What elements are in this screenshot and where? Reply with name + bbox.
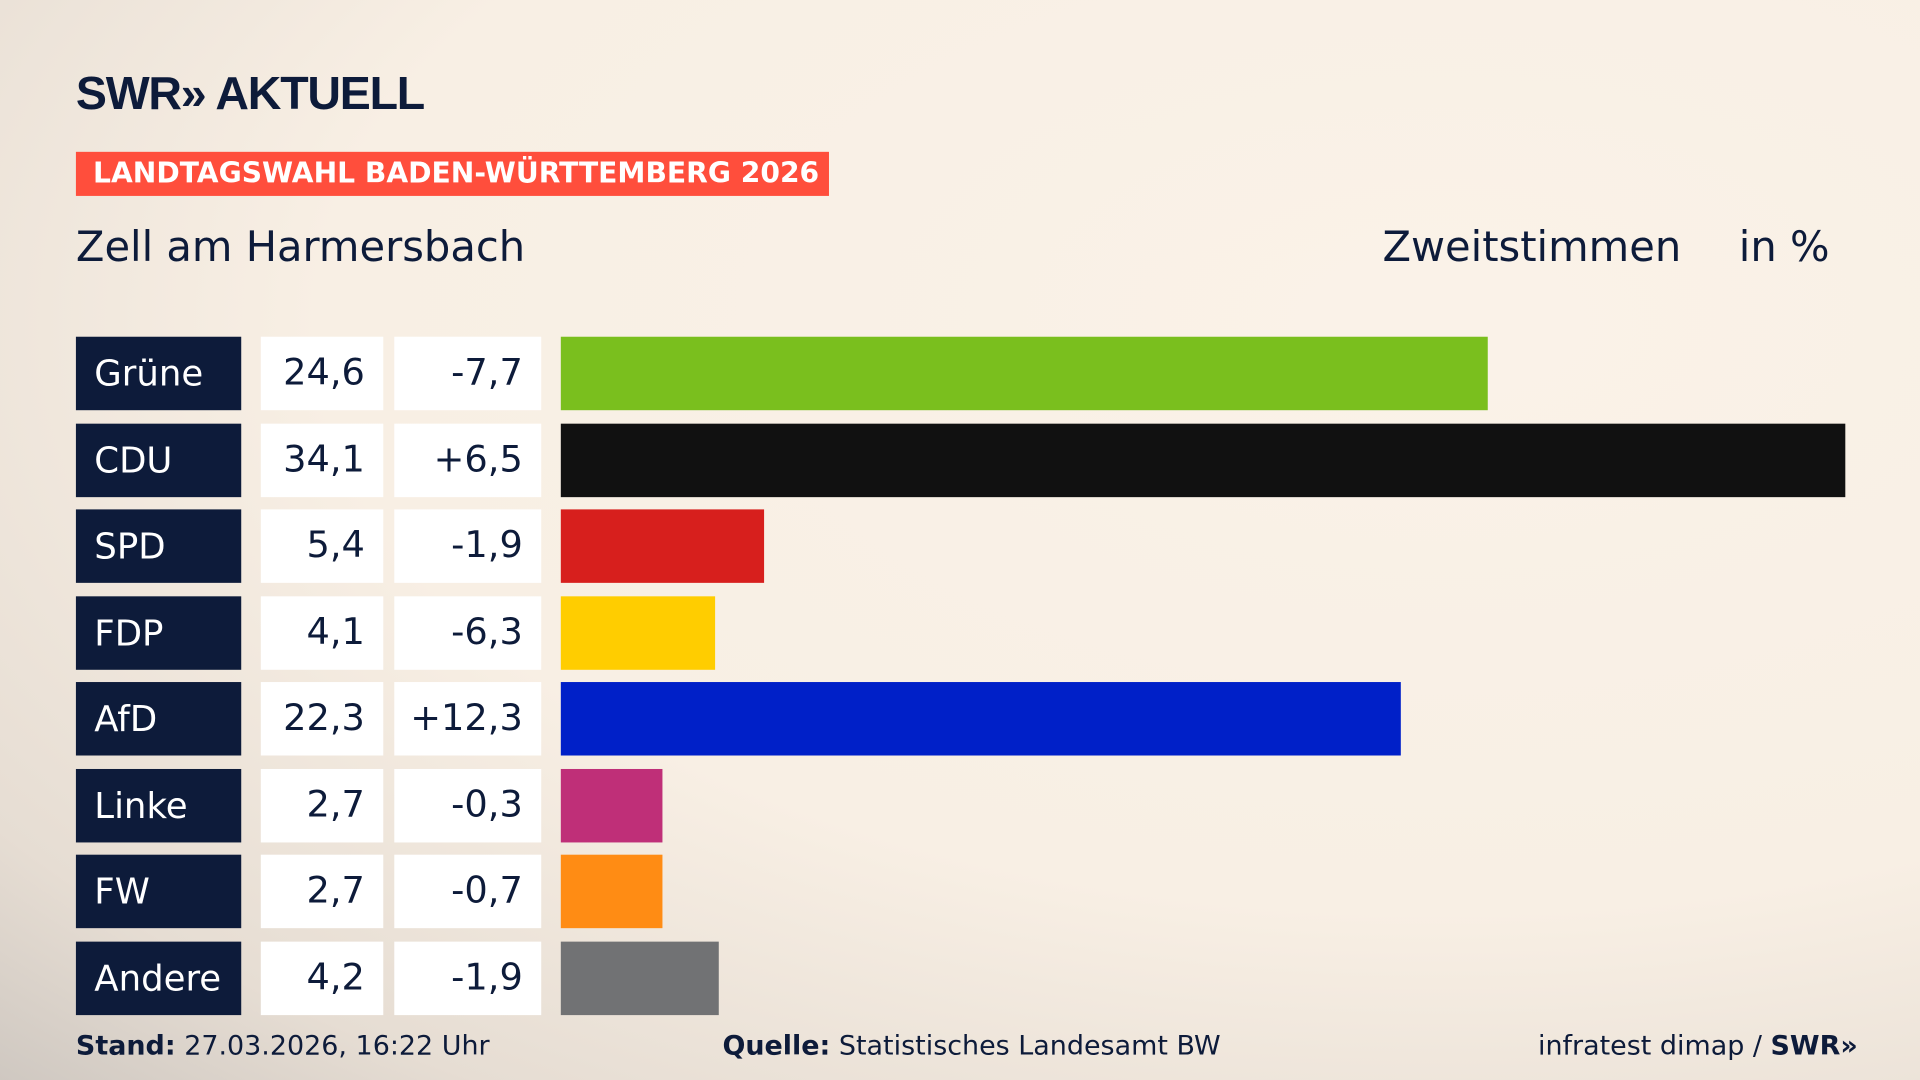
value-label: 2,7 bbox=[260, 768, 384, 842]
credit-text: infratest dimap / bbox=[1537, 1031, 1771, 1062]
party-label: Grüne bbox=[75, 336, 242, 411]
party-label: AfD bbox=[75, 682, 242, 756]
bar bbox=[560, 854, 663, 929]
diff-label: -0,3 bbox=[394, 768, 542, 842]
diff-label: -1,9 bbox=[394, 509, 542, 583]
bar bbox=[560, 768, 663, 842]
stand-label: Stand: bbox=[75, 1031, 176, 1062]
source-value: Statistisches Landesamt BW bbox=[838, 1031, 1221, 1062]
diff-label: +12,3 bbox=[394, 682, 542, 756]
swr-logo: SWR» bbox=[1770, 1031, 1858, 1062]
diff-label: -1,9 bbox=[394, 941, 542, 1015]
credit: infratest dimap / SWR» bbox=[1538, 1031, 1858, 1062]
unit-label: in % bbox=[1738, 222, 1830, 272]
value-label: 4,2 bbox=[260, 941, 384, 1015]
party-label: Andere bbox=[75, 941, 242, 1015]
value-label: 34,1 bbox=[260, 423, 384, 497]
timestamp: Stand: 27.03.2026, 16:22 Uhr bbox=[76, 1031, 490, 1062]
party-label: SPD bbox=[75, 509, 242, 583]
diff-label: -6,3 bbox=[394, 595, 542, 670]
bar bbox=[560, 336, 1488, 411]
value-label: 22,3 bbox=[260, 682, 384, 756]
diff-label: -0,7 bbox=[394, 854, 542, 929]
party-label: Linke bbox=[75, 768, 242, 842]
diff-label: +6,5 bbox=[394, 423, 542, 497]
swr-aktuell-logo: SWR» AKTUELL bbox=[75, 68, 425, 121]
value-label: 2,7 bbox=[260, 854, 384, 929]
value-label: 5,4 bbox=[260, 509, 384, 583]
election-banner: LANDTAGSWAHL BADEN-WÜRTTEMBERG 2026 bbox=[75, 151, 829, 196]
bar bbox=[560, 941, 720, 1015]
party-label: FDP bbox=[75, 595, 242, 670]
bar bbox=[560, 682, 1401, 756]
party-label: FW bbox=[75, 854, 242, 929]
source-label: Quelle: bbox=[722, 1031, 831, 1062]
value-label: 24,6 bbox=[260, 336, 384, 411]
vote-type-label: Zweitstimmen bbox=[1382, 222, 1682, 272]
location-title: Zell am Harmersbach bbox=[75, 222, 526, 272]
stand-value: 27.03.2026, 16:22 Uhr bbox=[184, 1031, 490, 1062]
diff-label: -7,7 bbox=[394, 336, 542, 411]
bar bbox=[560, 595, 716, 670]
bar bbox=[560, 509, 765, 583]
party-label: CDU bbox=[75, 423, 242, 497]
bar bbox=[560, 423, 1846, 497]
value-label: 4,1 bbox=[260, 595, 384, 670]
source: Quelle: Statistisches Landesamt BW bbox=[722, 1031, 1220, 1062]
